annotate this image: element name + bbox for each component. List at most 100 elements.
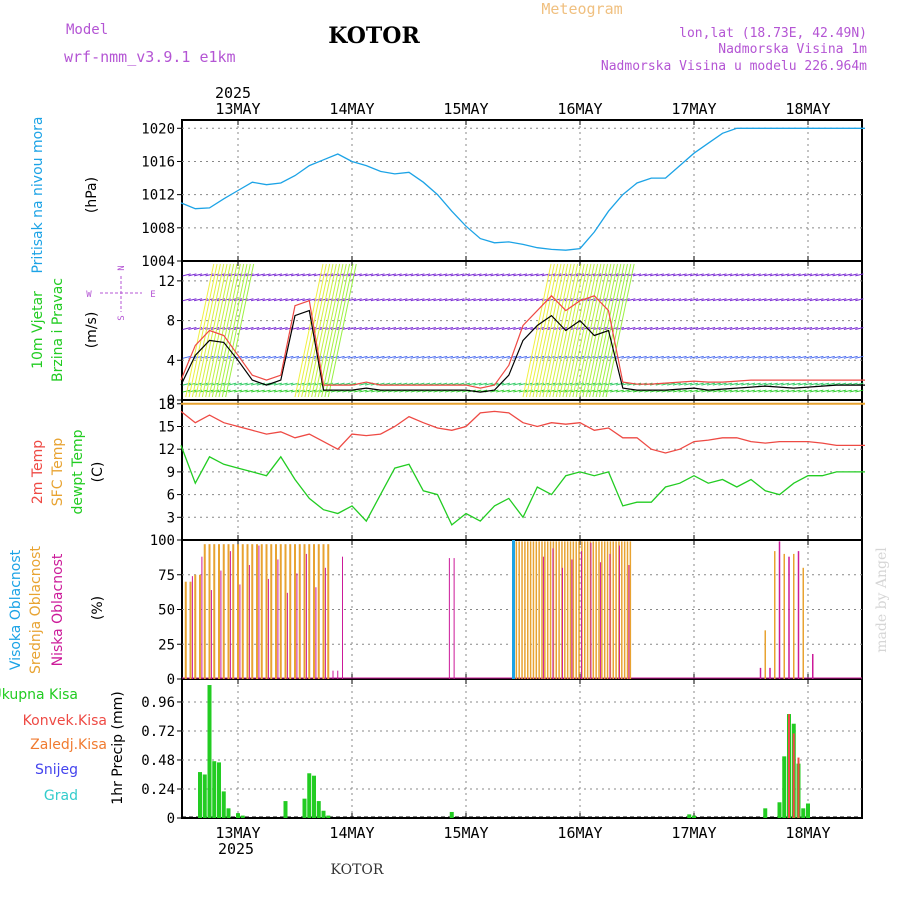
low-cloud-bar xyxy=(342,556,343,679)
wind-arrow xyxy=(193,273,203,277)
wind-arrow xyxy=(473,273,482,277)
wind-arrow xyxy=(285,389,294,393)
wind-arrow xyxy=(268,382,277,386)
precip-bar xyxy=(217,762,221,818)
y-tick-label: 8 xyxy=(167,314,175,330)
low-cloud-bar xyxy=(277,559,279,679)
bottom-day-label: 18MAY xyxy=(785,824,830,842)
svg-text:Visoka Oblacnost: Visoka Oblacnost xyxy=(8,549,24,670)
wind-arrow xyxy=(302,273,311,277)
wind-arrow xyxy=(712,273,721,277)
wind-arrow xyxy=(250,298,260,302)
wind-arrow xyxy=(478,355,488,359)
wind-arrow xyxy=(250,273,260,277)
wind-arrow xyxy=(461,273,471,277)
wind-arrow xyxy=(826,327,835,330)
wind-arrow xyxy=(838,355,847,359)
wind-arrow xyxy=(820,355,830,359)
svg-text:S: S xyxy=(117,315,127,320)
y-tick-label: 0 xyxy=(167,811,175,827)
wind-arrow xyxy=(706,273,716,277)
wind-arrow xyxy=(689,382,699,386)
wind-arrow xyxy=(655,327,664,330)
wind-arrow xyxy=(815,389,824,393)
precip-bar xyxy=(198,772,202,818)
wind-arrow xyxy=(256,327,265,330)
y-tick-label: 1016 xyxy=(141,154,175,170)
wind-arrow xyxy=(188,298,197,302)
wind-hatch xyxy=(304,263,334,398)
wind-arrow xyxy=(706,327,716,330)
wind-arrow xyxy=(496,273,505,277)
mid-cloud-bar xyxy=(237,544,239,679)
wind-arrow xyxy=(752,273,761,277)
wind-arrow xyxy=(826,389,835,393)
wind-arrow xyxy=(815,355,824,359)
precip-bar xyxy=(240,815,245,818)
wind-arrow xyxy=(285,298,294,302)
wind-arrow xyxy=(627,355,636,359)
wind-arrow xyxy=(507,298,516,302)
wind-arrow xyxy=(188,273,197,277)
mid-cloud-bar xyxy=(308,544,311,679)
wind-hatch xyxy=(549,263,579,398)
wind-arrow xyxy=(775,298,784,302)
panel-frame xyxy=(181,399,863,541)
wind-arrow xyxy=(490,355,499,359)
y-tick-label: 1004 xyxy=(141,254,175,270)
wind-arrow xyxy=(684,382,693,386)
low-cloud-bar xyxy=(561,567,563,679)
wind-arrow xyxy=(798,327,807,330)
wind-arrow xyxy=(313,389,322,393)
wind-side-label: 10m Vjetar Brzina i Pravac xyxy=(30,278,66,382)
wind-arrow xyxy=(786,382,796,386)
wind-arrow xyxy=(843,327,853,330)
wind-hatch xyxy=(225,263,255,398)
wind-arrow xyxy=(581,389,590,393)
wind-arrow xyxy=(786,355,796,359)
wind-arrow xyxy=(621,389,630,393)
wind-arrow xyxy=(268,355,277,359)
wind-arrow xyxy=(416,298,425,302)
mid-cloud-bar xyxy=(208,544,211,679)
wind-arrow xyxy=(729,389,739,393)
wind-arrow xyxy=(256,389,265,393)
wind-arrow xyxy=(684,273,693,277)
mid-cloud-bar xyxy=(564,541,566,679)
wind-arrow xyxy=(239,382,248,386)
wind-arrow xyxy=(627,298,636,302)
svg-text:Ukupna Kisa: Ukupna Kisa xyxy=(0,687,78,703)
wind-arrow xyxy=(501,273,511,277)
wind-arrow xyxy=(615,389,625,393)
wind-arrow xyxy=(849,273,858,277)
y-tick-label: 0.48 xyxy=(141,753,175,769)
wind-arrow xyxy=(718,389,727,393)
mid-cloud-bar xyxy=(222,544,225,679)
cloud-bar xyxy=(764,630,766,679)
cloud-bar xyxy=(769,667,771,679)
wind-arrow xyxy=(632,298,642,302)
wind-arrow xyxy=(701,382,710,386)
wind-arrow xyxy=(353,298,362,302)
wind-arrow xyxy=(404,273,414,277)
precip-bar xyxy=(283,801,288,818)
wind-arrow xyxy=(746,389,756,393)
y-tick-label: 12 xyxy=(158,274,175,290)
wind-arrow xyxy=(273,355,283,359)
wind-arrow xyxy=(667,355,676,359)
wind-arrow xyxy=(490,327,499,330)
mid-cloud-bar xyxy=(586,541,589,679)
wind-arrow xyxy=(729,355,739,359)
dewpt-line xyxy=(180,445,865,526)
wind-arrow xyxy=(667,327,676,330)
precip-bar xyxy=(226,808,231,818)
y-tick-label: 0.72 xyxy=(141,724,175,740)
wind-arrow xyxy=(678,389,687,393)
mid-cloud-bar xyxy=(606,541,609,679)
wind-arrow xyxy=(399,355,408,359)
wind-arrow xyxy=(786,389,796,393)
svg-text:Zaledj.Kisa: Zaledj.Kisa xyxy=(30,737,107,753)
wind-arrow xyxy=(233,298,243,302)
wind-arrow xyxy=(695,389,704,393)
wind-arrow xyxy=(769,382,778,386)
